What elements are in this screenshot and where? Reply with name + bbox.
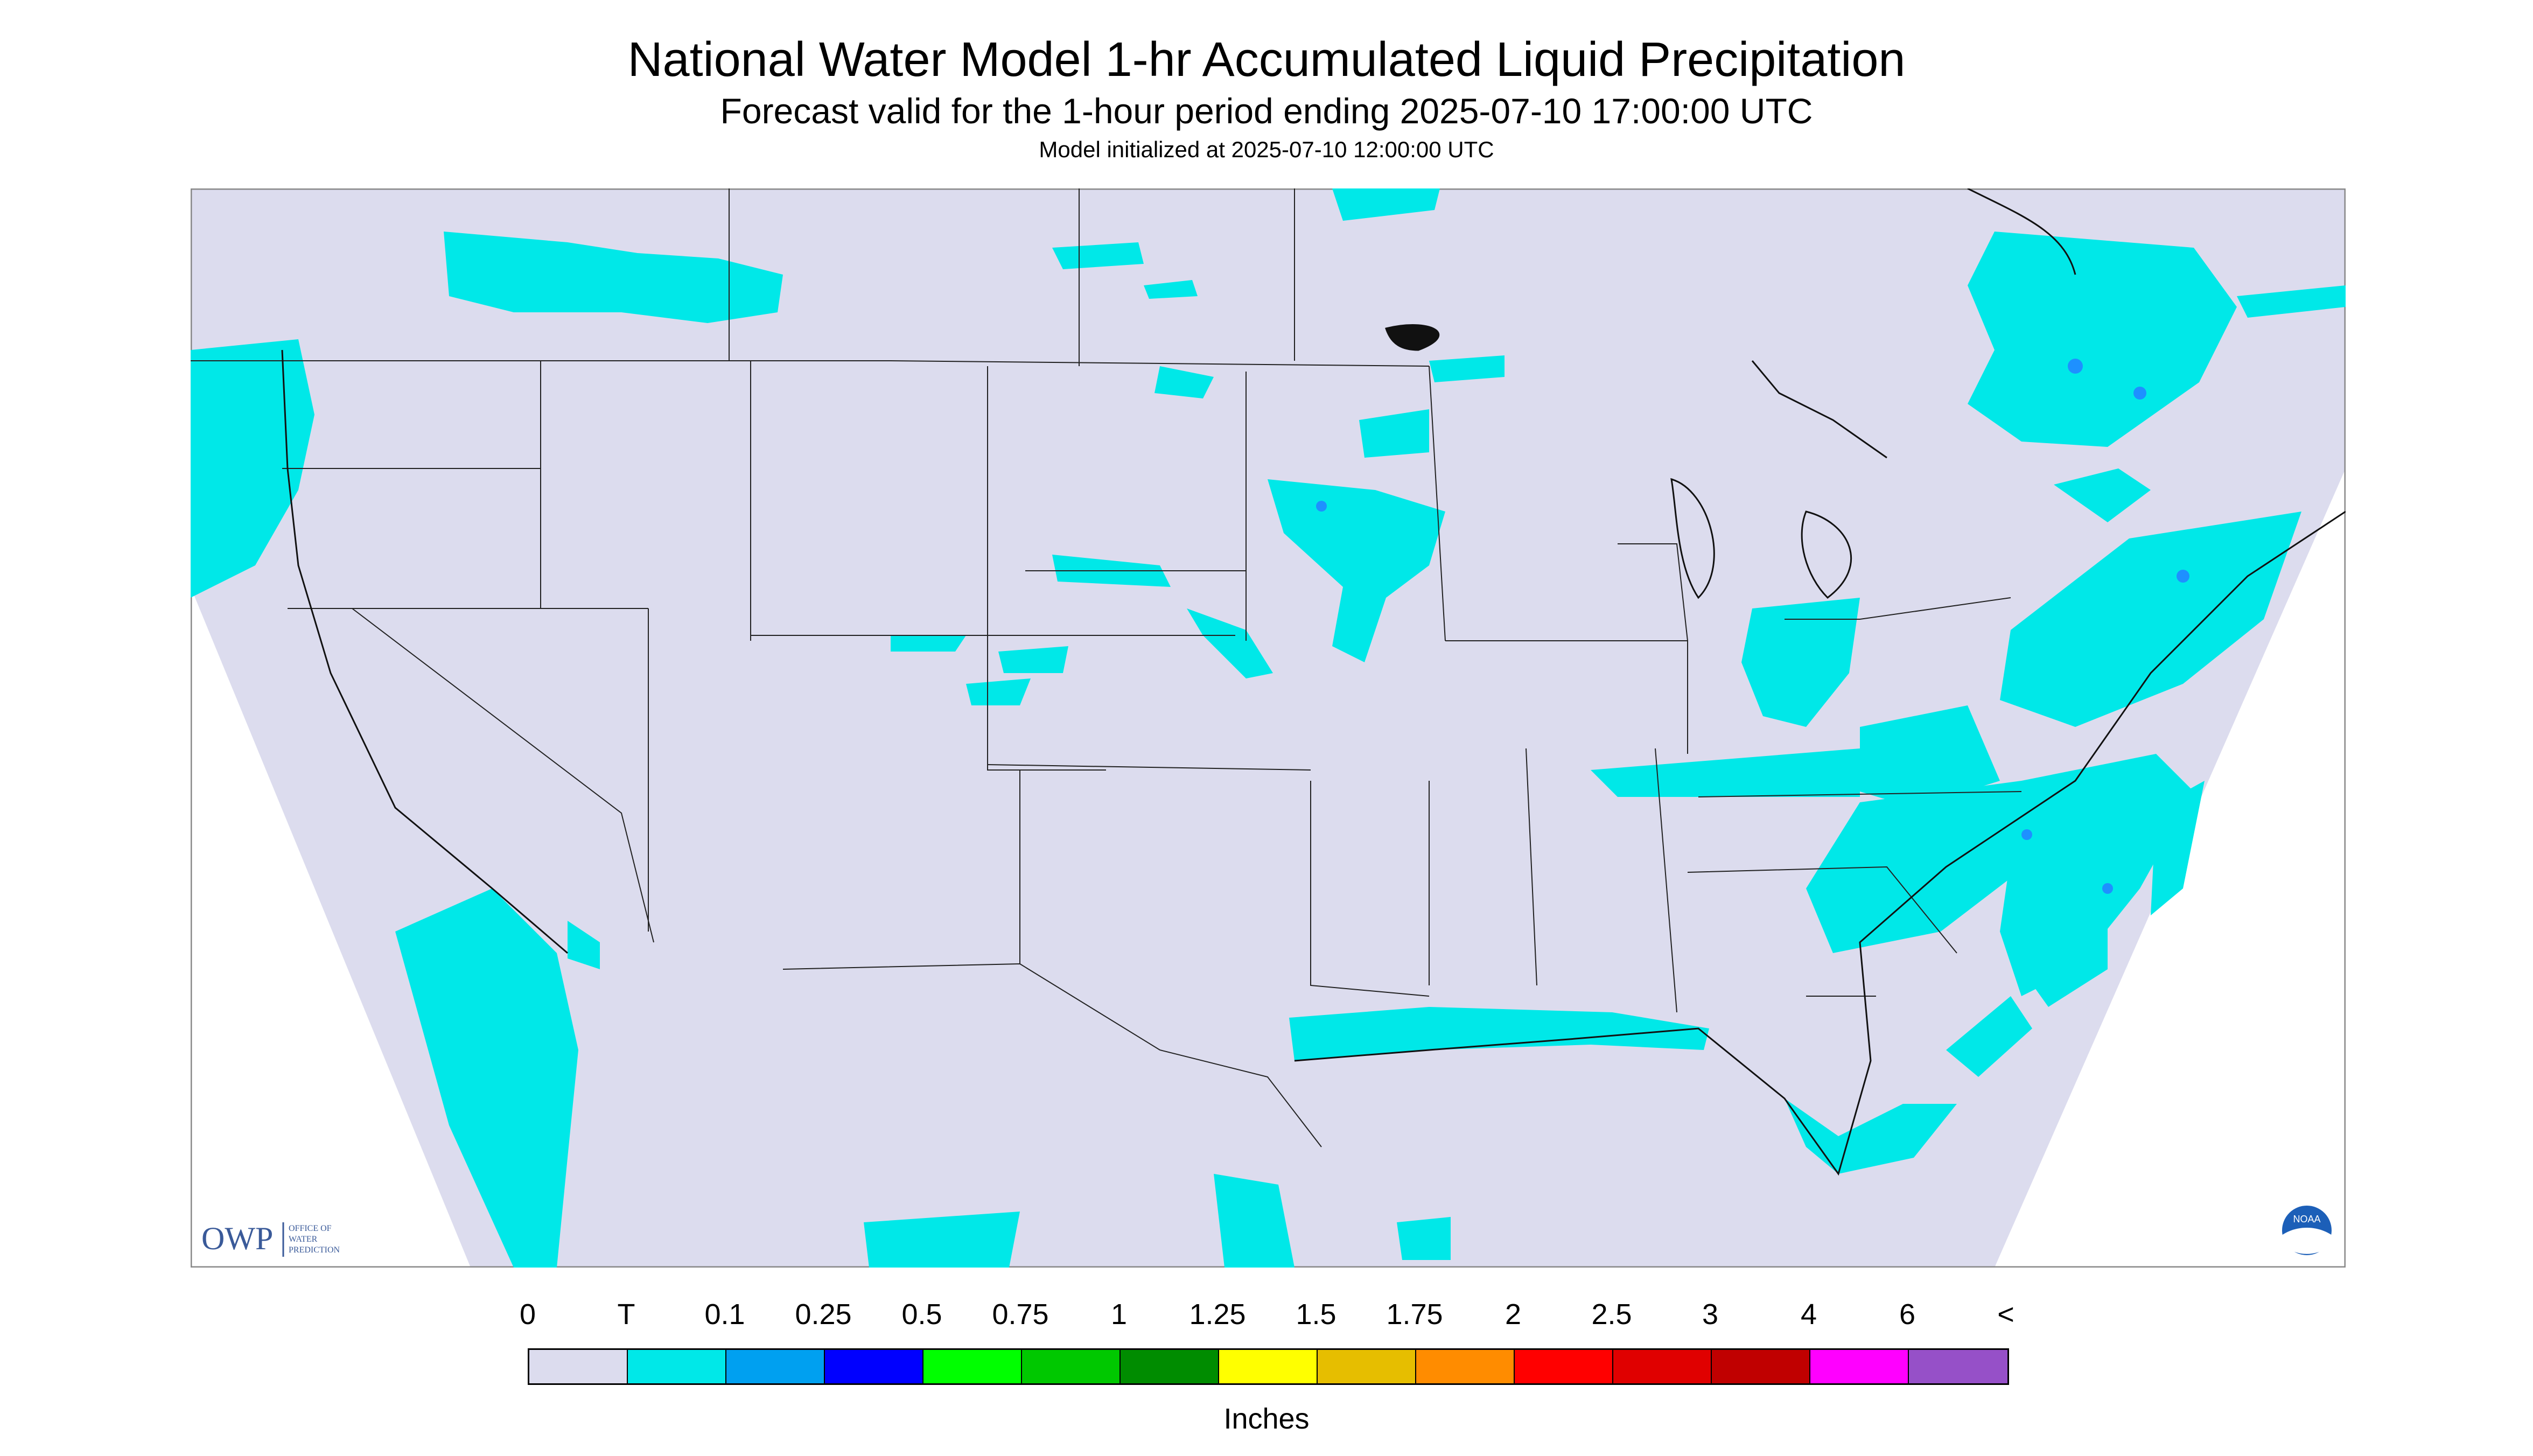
legend-swatch (628, 1350, 726, 1383)
map-title: National Water Model 1-hr Accumulated Li… (627, 33, 1906, 87)
legend-tick-label: 1.75 (1386, 1298, 1443, 1331)
legend-units: Inches (1223, 1403, 1310, 1435)
svg-text:OFFICE OF: OFFICE OF (289, 1224, 332, 1233)
legend-swatch (1810, 1350, 1909, 1383)
legend-tick-label: 4 (1800, 1298, 1817, 1331)
legend-swatch (1022, 1350, 1121, 1383)
legend-tick-label: 1 (1110, 1298, 1128, 1331)
legend-swatch (1219, 1350, 1318, 1383)
legend-swatch (529, 1350, 628, 1383)
legend-tick-label: 2 (1505, 1298, 1522, 1331)
legend-swatch (726, 1350, 825, 1383)
legend-tick-label: 1.5 (1296, 1298, 1337, 1331)
legend-swatch (1909, 1350, 2007, 1383)
legend-swatch (825, 1350, 923, 1383)
map-subtitle: Forecast valid for the 1-hour period end… (720, 91, 1813, 131)
state-boundaries (191, 188, 2022, 1147)
model-init-text: Model initialized at 2025-07-10 12:00:00… (1039, 137, 1494, 162)
svg-text:PREDICTION: PREDICTION (289, 1245, 340, 1255)
legend-swatch (923, 1350, 1022, 1383)
coastlines (281, 188, 2346, 1176)
owp-logo: OWP OFFICE OF WATER PREDICTION (201, 1221, 340, 1257)
map-domain (191, 188, 2346, 1268)
legend-tick-label: 0.1 (704, 1298, 745, 1331)
legend-tick-label: 1.25 (1189, 1298, 1246, 1331)
legend-tick-label: < (1997, 1298, 2014, 1331)
legend-tick-label: 0.75 (992, 1298, 1049, 1331)
noaa-logo: NOAA (2280, 1203, 2334, 1257)
legend-tick-label: 0.5 (901, 1298, 942, 1331)
legend-swatch (1318, 1350, 1416, 1383)
precip-trace-areas (191, 188, 2346, 1268)
legend-swatch (1121, 1350, 1219, 1383)
legend-tick-label: 0 (519, 1298, 536, 1331)
legend-tick-label: 2.5 (1591, 1298, 1632, 1331)
legend-tick-labels: 0 T 0.1 0.25 0.5 0.75 1 1.25 1.5 1.75 2 2.5 3 4 6 < (0, 1298, 2533, 1341)
precip-light-areas (1316, 359, 2189, 894)
legend-tick-label: 0.25 (795, 1298, 852, 1331)
precipitation-map: OWP OFFICE OF WATER PREDICTION NOAA (191, 188, 2346, 1268)
legend-tick-label: T (617, 1298, 635, 1331)
legend-tick-label: 6 (1899, 1298, 1916, 1331)
svg-text:NOAA: NOAA (2293, 1214, 2320, 1224)
legend-swatch (1613, 1350, 1712, 1383)
legend-swatch (1712, 1350, 1810, 1383)
svg-text:WATER: WATER (289, 1235, 318, 1244)
svg-text:OWP: OWP (201, 1221, 273, 1256)
legend-tick-label: 3 (1702, 1298, 1719, 1331)
legend-swatch (1515, 1350, 1613, 1383)
legend-swatch (1416, 1350, 1515, 1383)
legend-colorbar (528, 1348, 2009, 1385)
